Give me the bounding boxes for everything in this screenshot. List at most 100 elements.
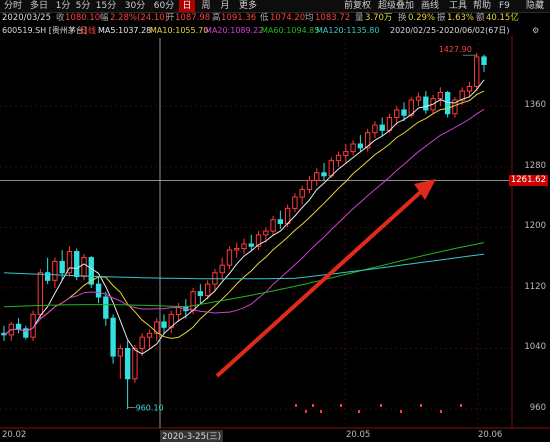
tab-period-8[interactable]: 周 xyxy=(201,1,211,11)
candle-body-35 xyxy=(255,234,262,247)
candlestick-chart[interactable]: 1427.90 960.10 xyxy=(0,36,550,439)
marker-dot-7 xyxy=(400,410,402,413)
info-date: 2020/03/25 xyxy=(2,13,51,23)
candle-body-52 xyxy=(379,124,385,131)
settings-gear-icon[interactable]: ⚙ xyxy=(532,26,540,35)
trend-arrow-line xyxy=(215,186,427,378)
candle-body-15 xyxy=(110,317,116,357)
chart-background xyxy=(0,36,550,439)
candle-body-14 xyxy=(103,296,109,319)
open-value: 1087.98 xyxy=(175,13,211,23)
tab-period-1[interactable]: 多日 xyxy=(29,1,48,11)
amplitude-label: 振 xyxy=(437,13,446,23)
high-annotation-text: 1427.90 xyxy=(439,45,472,54)
marker-dot-1 xyxy=(305,410,307,413)
candle-body-38 xyxy=(277,219,284,225)
candle-body-51 xyxy=(372,124,378,134)
ma10-line xyxy=(3,90,485,339)
ma20-line xyxy=(3,108,485,336)
change-value: 2.28%(24.10) xyxy=(110,13,168,23)
ma5-line xyxy=(3,79,485,355)
turnover-label: 换 xyxy=(398,13,407,23)
marker-dot-6 xyxy=(380,404,382,407)
volume-value: 3.70万 xyxy=(365,13,393,23)
high-label: 高 xyxy=(212,13,221,23)
tab-period-3[interactable]: 5分 xyxy=(75,1,91,11)
tab-period-0[interactable]: 分时 xyxy=(3,1,22,11)
current-price-tag: 1261.62 xyxy=(508,174,548,186)
candle-body-42 xyxy=(306,179,313,190)
tab-period-5[interactable]: 30分 xyxy=(124,1,146,11)
toolbar-right-tab-1[interactable]: 超级叠加 xyxy=(378,1,415,11)
candle-body-30 xyxy=(219,264,225,274)
price-tick-3: 1120 xyxy=(524,281,546,292)
candle-body-11 xyxy=(81,257,87,278)
candle-body-44 xyxy=(321,172,327,177)
candle-body-21 xyxy=(154,321,160,334)
ma60-line xyxy=(3,242,485,308)
candle-body-45 xyxy=(328,160,334,177)
marker-dot-3 xyxy=(320,410,322,413)
stock-name: 600519.SH [贵州茅台] xyxy=(2,26,87,35)
toolbar-right-tab-3[interactable]: 工具 xyxy=(449,1,468,11)
price-tick-4: 1040 xyxy=(524,342,546,353)
candle-body-7 xyxy=(52,260,58,281)
toolbar-right-tab-0[interactable]: 前复权 xyxy=(344,1,372,11)
avg-value: 1083.72 xyxy=(315,13,351,23)
tab-period-10[interactable]: 更多 xyxy=(238,1,257,11)
candle-body-49 xyxy=(357,143,364,149)
tab-period-6[interactable]: 60分 xyxy=(153,1,175,11)
tab-period-9[interactable]: 月 xyxy=(220,1,230,11)
candle-body-57 xyxy=(415,96,422,101)
date-tick-1: 2020-3-25(三) xyxy=(160,430,224,442)
ma-legend-bar: 600519.SH [贵州茅台] 日线 MA5:1037.28 MA10:105… xyxy=(0,25,550,36)
candle-body-43 xyxy=(314,172,320,181)
high-value: 1091.36 xyxy=(221,13,257,23)
marker-dot-9 xyxy=(440,410,442,413)
candle-body-5 xyxy=(37,272,44,315)
tab-period-4[interactable]: 15分 xyxy=(95,1,117,11)
marker-dot-4 xyxy=(340,404,342,407)
candle-body-60 xyxy=(437,92,444,100)
amplitude-value: 1.63% xyxy=(447,13,475,23)
candle-body-36 xyxy=(263,230,269,236)
candle-body-65 xyxy=(474,56,480,87)
candle-body-18 xyxy=(132,347,138,380)
toolbar-right-tab-5[interactable]: F9 xyxy=(499,1,510,11)
candle-body-13 xyxy=(95,283,102,298)
period-tag: 日线 xyxy=(80,26,96,35)
ma120-line xyxy=(3,253,485,280)
date-tick-2: 20.05 xyxy=(346,430,371,440)
toolbar-right-tab-2[interactable]: 画线 xyxy=(421,1,440,11)
marker-dot-10 xyxy=(460,404,462,407)
close-value: 1080.10 xyxy=(65,13,101,23)
candle-body-32 xyxy=(234,248,240,251)
candle-body-64 xyxy=(466,85,473,92)
candle-body-19 xyxy=(139,336,145,349)
marker-dot-5 xyxy=(358,410,360,413)
candle-body-9 xyxy=(66,251,73,274)
low-label: 低 xyxy=(260,13,269,23)
price-tick-1: 1280 xyxy=(524,160,546,171)
candle-body-3 xyxy=(23,328,29,338)
low-annotation-text: 960.10 xyxy=(136,404,164,413)
toolbar-right-tab-6[interactable]: 隐藏 xyxy=(526,1,545,11)
price-tick-5: 960 xyxy=(529,403,546,414)
marker-dot-2 xyxy=(312,404,314,407)
candle-body-63 xyxy=(459,90,465,101)
marker-dot-0 xyxy=(295,404,297,407)
volume-label: 量 xyxy=(355,13,364,23)
candle-body-34 xyxy=(248,243,254,247)
candle-body-8 xyxy=(59,260,65,274)
tab-period-2[interactable]: 1分 xyxy=(55,1,71,11)
candle-body-46 xyxy=(335,154,342,162)
candle-body-47 xyxy=(343,151,349,156)
candle-body-37 xyxy=(270,219,276,232)
change-label: 幅 xyxy=(100,13,109,23)
turnover-value: 0.29% xyxy=(408,13,436,23)
tab-period-7[interactable]: 日 xyxy=(179,0,195,12)
candle-body-54 xyxy=(394,109,400,119)
price-tick-2: 1200 xyxy=(524,221,546,232)
period-toolbar: 分时 多日 1分 5分 15分 30分 60分日周月更多 前复权 超级叠加 画线 工具 帮助 F9 隐藏 xyxy=(0,0,550,13)
toolbar-right-tab-4[interactable]: 帮助 xyxy=(473,1,492,11)
